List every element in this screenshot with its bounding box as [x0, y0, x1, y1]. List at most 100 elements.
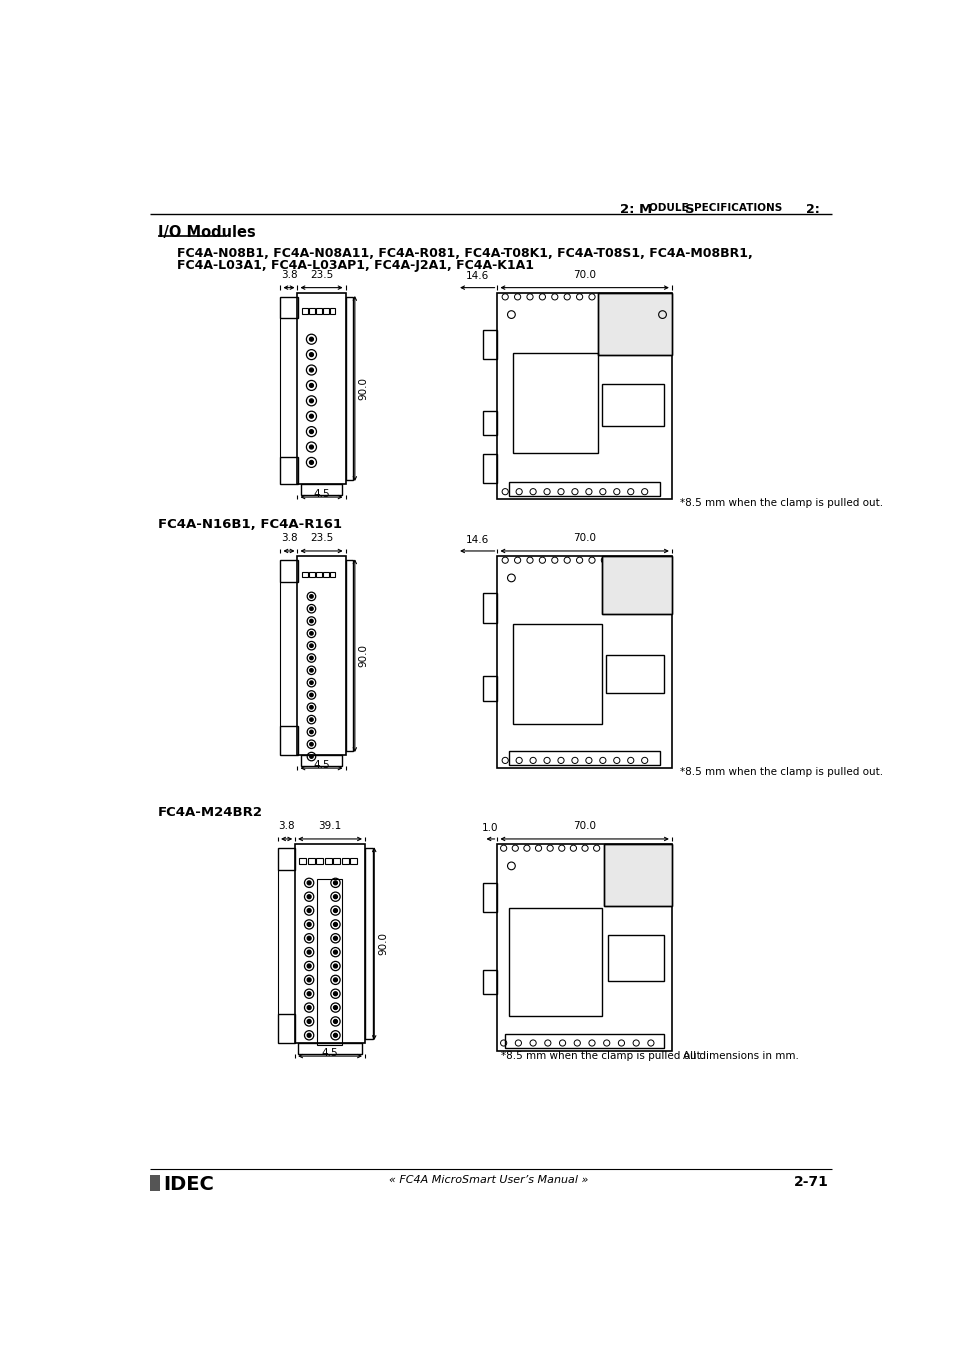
Circle shape	[309, 461, 313, 465]
Circle shape	[309, 338, 313, 342]
Bar	[603, 844, 671, 907]
Bar	[601, 557, 671, 615]
Circle shape	[309, 444, 313, 449]
Bar	[341, 858, 348, 865]
Bar	[598, 293, 671, 354]
Bar	[483, 454, 497, 484]
Bar	[598, 293, 671, 354]
Circle shape	[307, 909, 311, 912]
Bar	[497, 557, 671, 769]
Circle shape	[307, 978, 311, 982]
Text: All dimensions in mm.: All dimensions in mm.	[682, 1051, 799, 1061]
Bar	[302, 308, 307, 313]
Circle shape	[310, 743, 313, 746]
Bar	[324, 858, 332, 865]
Bar	[345, 561, 353, 751]
Bar	[315, 571, 321, 577]
Bar	[483, 677, 497, 701]
Text: 90.0: 90.0	[358, 644, 369, 667]
Bar	[294, 844, 365, 1043]
Text: *8.5 mm when the clamp is pulled out.: *8.5 mm when the clamp is pulled out.	[679, 766, 882, 777]
Bar	[278, 848, 294, 870]
Bar	[483, 970, 497, 994]
Bar	[509, 908, 601, 1016]
Bar	[605, 655, 663, 693]
Circle shape	[334, 965, 337, 967]
Text: 70.0: 70.0	[573, 534, 596, 543]
Bar	[365, 848, 373, 1039]
Text: 3.8: 3.8	[280, 534, 297, 543]
Circle shape	[310, 731, 313, 734]
Text: 14.6: 14.6	[465, 535, 488, 544]
Text: 4.5: 4.5	[321, 1048, 338, 1058]
Circle shape	[334, 936, 337, 940]
Circle shape	[310, 619, 313, 623]
Text: 70.0: 70.0	[573, 270, 596, 280]
Text: I/O Modules: I/O Modules	[158, 226, 255, 240]
Bar	[330, 308, 335, 313]
Bar	[509, 482, 659, 496]
Bar	[309, 308, 314, 313]
Circle shape	[334, 1005, 337, 1009]
Circle shape	[310, 657, 313, 659]
Circle shape	[310, 755, 313, 758]
Circle shape	[309, 415, 313, 419]
Text: 90.0: 90.0	[377, 932, 388, 955]
Bar	[601, 557, 671, 615]
Circle shape	[334, 1034, 337, 1038]
Circle shape	[309, 430, 313, 434]
Bar	[315, 858, 323, 865]
Bar	[298, 1043, 361, 1054]
Text: 23.5: 23.5	[310, 534, 333, 543]
Circle shape	[334, 909, 337, 912]
Bar	[280, 561, 297, 582]
Bar	[483, 593, 497, 623]
Bar	[350, 858, 356, 865]
Bar	[330, 571, 335, 577]
Circle shape	[310, 632, 313, 635]
Circle shape	[307, 936, 311, 940]
Text: 14.6: 14.6	[465, 272, 488, 281]
Circle shape	[310, 644, 313, 647]
Bar	[608, 935, 663, 981]
Bar	[603, 844, 671, 907]
Circle shape	[334, 923, 337, 927]
Bar	[483, 882, 497, 912]
Text: IDEC: IDEC	[163, 1175, 214, 1194]
Circle shape	[307, 1034, 311, 1038]
Bar	[300, 755, 342, 766]
Bar	[323, 308, 328, 313]
Text: 4.5: 4.5	[313, 761, 330, 770]
Circle shape	[307, 881, 311, 885]
Text: 2:: 2:	[619, 203, 639, 216]
Bar	[513, 624, 601, 724]
Bar	[297, 293, 345, 484]
Bar	[601, 384, 663, 426]
Circle shape	[334, 894, 337, 898]
Bar	[280, 297, 297, 319]
Text: 3.8: 3.8	[280, 270, 297, 280]
Bar	[323, 571, 328, 577]
Text: S: S	[684, 203, 694, 216]
Text: *8.5 mm when the clamp is pulled out.: *8.5 mm when the clamp is pulled out.	[679, 497, 882, 508]
Bar	[309, 571, 314, 577]
Bar	[297, 557, 345, 755]
Bar	[280, 725, 297, 755]
Text: « FC4A MicroSmart User’s Manual »: « FC4A MicroSmart User’s Manual »	[389, 1175, 588, 1185]
Circle shape	[307, 992, 311, 996]
Circle shape	[310, 594, 313, 598]
Circle shape	[334, 978, 337, 982]
Bar	[298, 858, 306, 865]
Bar	[497, 293, 671, 500]
Text: 4.5: 4.5	[313, 489, 330, 500]
Circle shape	[310, 705, 313, 709]
Bar	[302, 571, 307, 577]
Bar	[483, 330, 497, 359]
Bar	[497, 844, 671, 1051]
Text: 39.1: 39.1	[318, 821, 341, 831]
Circle shape	[307, 923, 311, 927]
Circle shape	[310, 669, 313, 671]
Circle shape	[307, 894, 311, 898]
Bar	[345, 297, 353, 480]
Text: 3.8: 3.8	[278, 821, 294, 831]
